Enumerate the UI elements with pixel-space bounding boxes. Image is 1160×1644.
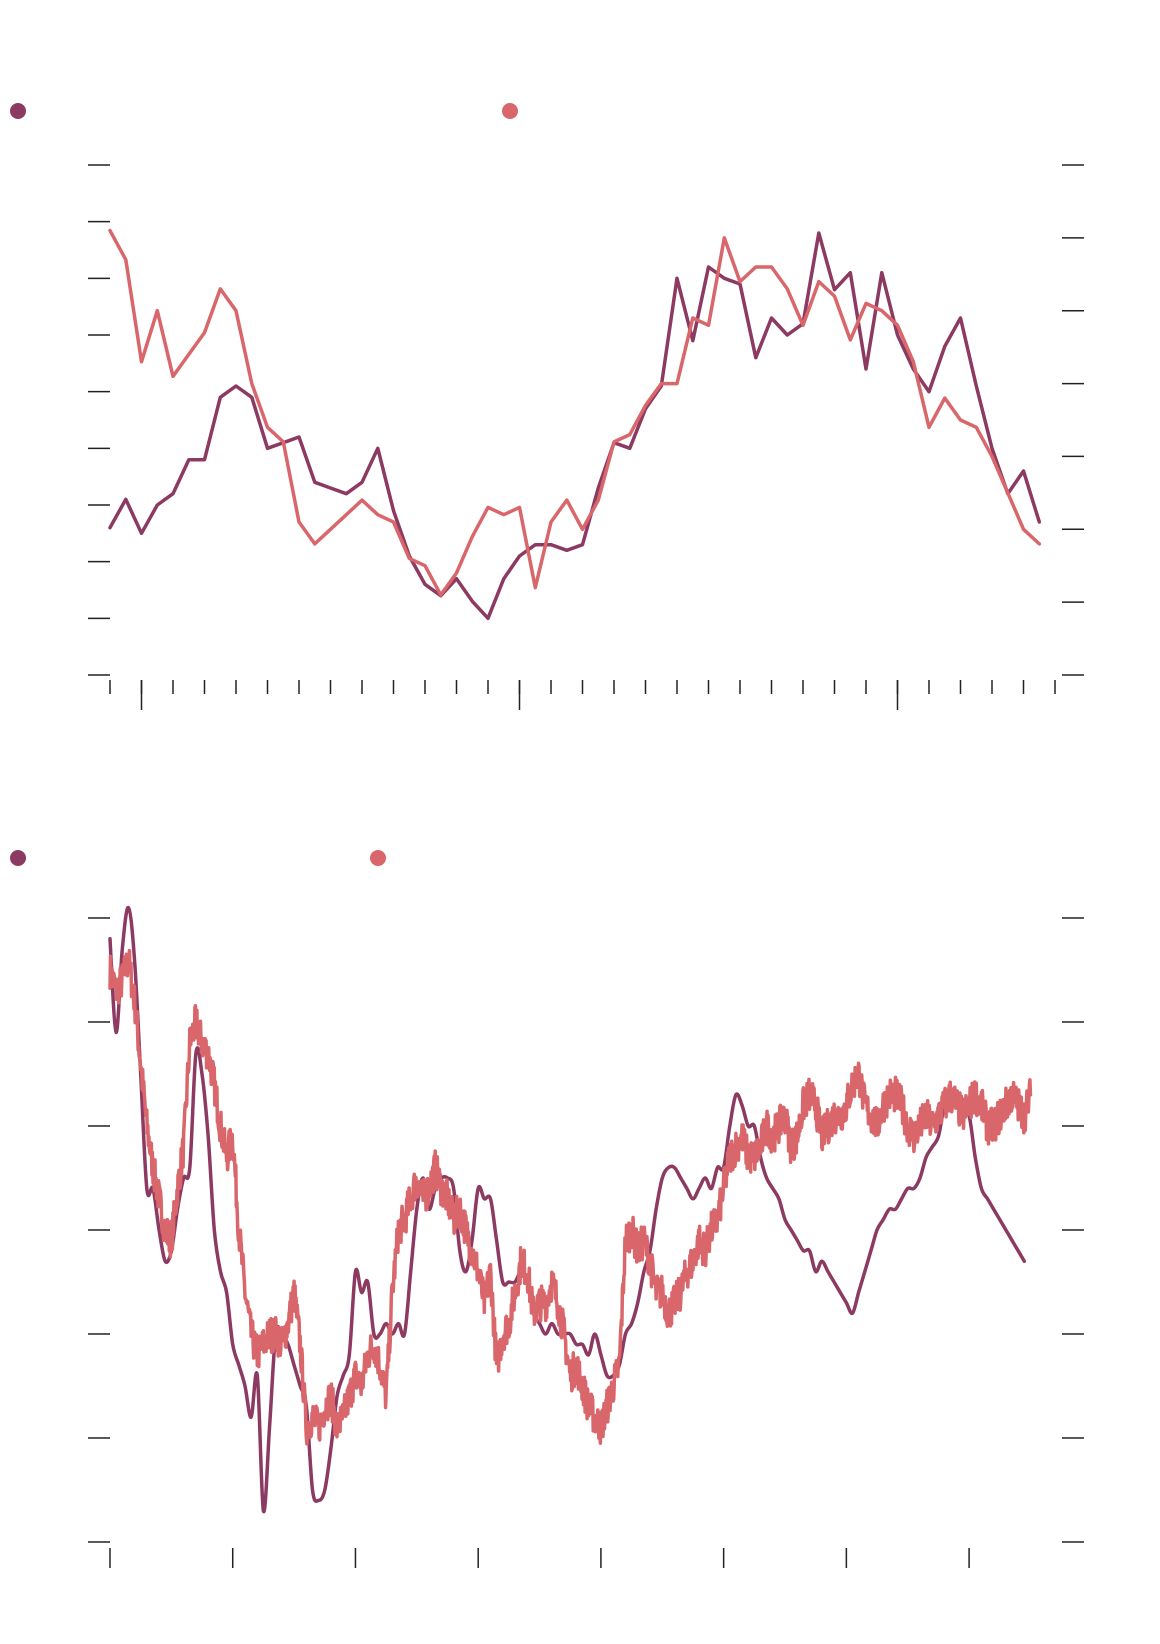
series-line-2-1 <box>108 905 1027 1514</box>
legend-dot-2-1 <box>10 850 26 866</box>
series-line-1-2 <box>108 228 1042 597</box>
legend-dot-1-2 <box>502 103 518 119</box>
series-line-2-2 <box>108 948 1033 1446</box>
legend-dot-2-2 <box>370 850 386 866</box>
series-line-1-1 <box>108 231 1042 621</box>
legend-dot-1-1 <box>10 103 26 119</box>
